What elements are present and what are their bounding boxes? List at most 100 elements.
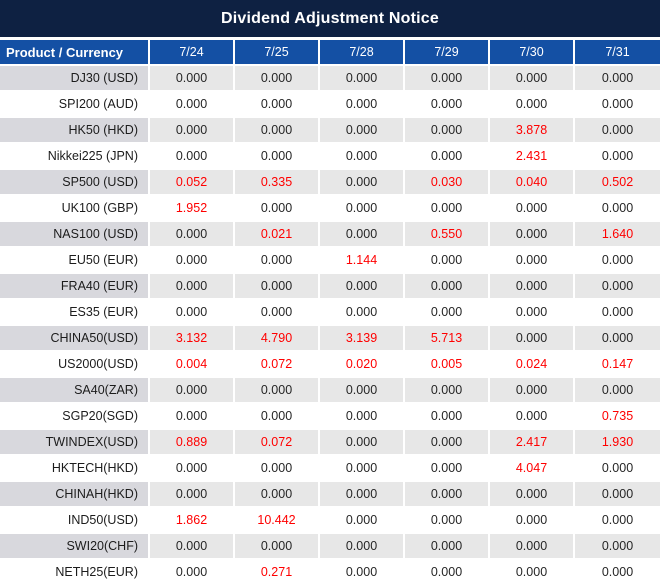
table-row: CHINA50(USD) 3.132 4.790 3.139 5.713 0.000 0.0… [0, 326, 660, 352]
value-cell: 0.000 [490, 196, 575, 222]
product-cell: NETH25(EUR) [0, 560, 150, 586]
header-date-7-24: 7/24 [150, 40, 235, 66]
value-cell: 0.000 [150, 222, 235, 248]
product-cell: SWI20(CHF) [0, 534, 150, 560]
value-cell: 0.000 [575, 456, 660, 482]
table-body: DJ30 (USD) 0.000 0.000 0.000 0.000 0.000 0.000… [0, 66, 660, 586]
table-row: SA40(ZAR) 0.000 0.000 0.000 0.000 0.000 0.000 [0, 378, 660, 404]
product-cell: HK50 (HKD) [0, 118, 150, 144]
table-row: UK100 (GBP) 1.952 0.000 0.000 0.000 0.000 0.00… [0, 196, 660, 222]
value-cell: 0.502 [575, 170, 660, 196]
table-row: SGP20(SGD) 0.000 0.000 0.000 0.000 0.000 0.735 [0, 404, 660, 430]
value-cell: 0.000 [575, 66, 660, 92]
table-row: IND50(USD) 1.862 10.442 0.000 0.000 0.000 0.00… [0, 508, 660, 534]
value-cell: 0.000 [490, 248, 575, 274]
value-cell: 0.021 [235, 222, 320, 248]
header-product-currency: Product / Currency [0, 40, 150, 66]
product-cell: EU50 (EUR) [0, 248, 150, 274]
value-cell: 0.000 [150, 456, 235, 482]
value-cell: 0.000 [490, 300, 575, 326]
value-cell: 0.000 [150, 92, 235, 118]
product-cell: ES35 (EUR) [0, 300, 150, 326]
value-cell: 0.072 [235, 352, 320, 378]
value-cell: 0.000 [575, 378, 660, 404]
product-cell: DJ30 (USD) [0, 66, 150, 92]
value-cell: 0.000 [320, 300, 405, 326]
value-cell: 0.889 [150, 430, 235, 456]
value-cell: 0.020 [320, 352, 405, 378]
value-cell: 0.000 [320, 430, 405, 456]
page-title: Dividend Adjustment Notice [0, 0, 660, 40]
value-cell: 0.000 [320, 456, 405, 482]
value-cell: 0.000 [575, 144, 660, 170]
header-row: Product / Currency 7/24 7/25 7/28 7/29 7/30 7/… [0, 40, 660, 66]
table-row: HK50 (HKD) 0.000 0.000 0.000 0.000 3.878 0.000 [0, 118, 660, 144]
product-cell: CHINA50(USD) [0, 326, 150, 352]
value-cell: 0.000 [235, 404, 320, 430]
value-cell: 0.052 [150, 170, 235, 196]
value-cell: 0.000 [235, 92, 320, 118]
table-row: EU50 (EUR) 0.000 0.000 1.144 0.000 0.000 0.000 [0, 248, 660, 274]
value-cell: 0.000 [235, 534, 320, 560]
value-cell: 0.735 [575, 404, 660, 430]
value-cell: 0.000 [575, 248, 660, 274]
header-date-7-30: 7/30 [490, 40, 575, 66]
value-cell: 0.000 [575, 560, 660, 586]
value-cell: 4.047 [490, 456, 575, 482]
value-cell: 0.000 [575, 274, 660, 300]
value-cell: 0.000 [320, 560, 405, 586]
value-cell: 0.000 [490, 222, 575, 248]
value-cell: 4.790 [235, 326, 320, 352]
value-cell: 0.072 [235, 430, 320, 456]
value-cell: 0.271 [235, 560, 320, 586]
value-cell: 0.000 [320, 144, 405, 170]
value-cell: 1.144 [320, 248, 405, 274]
product-cell: SGP20(SGD) [0, 404, 150, 430]
value-cell: 0.000 [235, 66, 320, 92]
product-cell: CHINAH(HKD) [0, 482, 150, 508]
value-cell: 0.000 [235, 144, 320, 170]
dividend-adjustment-table: Product / Currency 7/24 7/25 7/28 7/29 7/30 7/… [0, 40, 660, 586]
value-cell: 0.040 [490, 170, 575, 196]
value-cell: 10.442 [235, 508, 320, 534]
value-cell: 3.878 [490, 118, 575, 144]
value-cell: 0.000 [150, 274, 235, 300]
table-row: ES35 (EUR) 0.000 0.000 0.000 0.000 0.000 0.000 [0, 300, 660, 326]
value-cell: 0.000 [235, 378, 320, 404]
value-cell: 0.000 [575, 300, 660, 326]
value-cell: 0.000 [405, 560, 490, 586]
product-cell: SPI200 (AUD) [0, 92, 150, 118]
value-cell: 0.000 [490, 534, 575, 560]
value-cell: 0.000 [405, 196, 490, 222]
table-row: SPI200 (AUD) 0.000 0.000 0.000 0.000 0.000 0.0… [0, 92, 660, 118]
product-cell: Nikkei225 (JPN) [0, 144, 150, 170]
header-date-7-25: 7/25 [235, 40, 320, 66]
value-cell: 0.000 [235, 118, 320, 144]
value-cell: 0.000 [405, 66, 490, 92]
value-cell: 0.000 [575, 196, 660, 222]
value-cell: 0.000 [235, 274, 320, 300]
value-cell: 0.000 [320, 92, 405, 118]
value-cell: 0.000 [405, 482, 490, 508]
value-cell: 0.000 [405, 118, 490, 144]
table-row: US2000(USD) 0.004 0.072 0.020 0.005 0.024 0.14… [0, 352, 660, 378]
product-cell: FRA40 (EUR) [0, 274, 150, 300]
value-cell: 0.005 [405, 352, 490, 378]
value-cell: 0.030 [405, 170, 490, 196]
value-cell: 0.000 [405, 300, 490, 326]
value-cell: 0.004 [150, 352, 235, 378]
value-cell: 0.000 [235, 300, 320, 326]
table-row: NAS100 (USD) 0.000 0.021 0.000 0.550 0.000 1.6… [0, 222, 660, 248]
value-cell: 0.000 [490, 560, 575, 586]
value-cell: 0.000 [405, 248, 490, 274]
value-cell: 0.000 [575, 534, 660, 560]
value-cell: 0.000 [575, 482, 660, 508]
value-cell: 0.000 [150, 482, 235, 508]
value-cell: 0.335 [235, 170, 320, 196]
value-cell: 1.952 [150, 196, 235, 222]
value-cell: 0.000 [405, 274, 490, 300]
product-cell: UK100 (GBP) [0, 196, 150, 222]
value-cell: 0.000 [150, 404, 235, 430]
value-cell: 1.862 [150, 508, 235, 534]
value-cell: 0.000 [575, 118, 660, 144]
